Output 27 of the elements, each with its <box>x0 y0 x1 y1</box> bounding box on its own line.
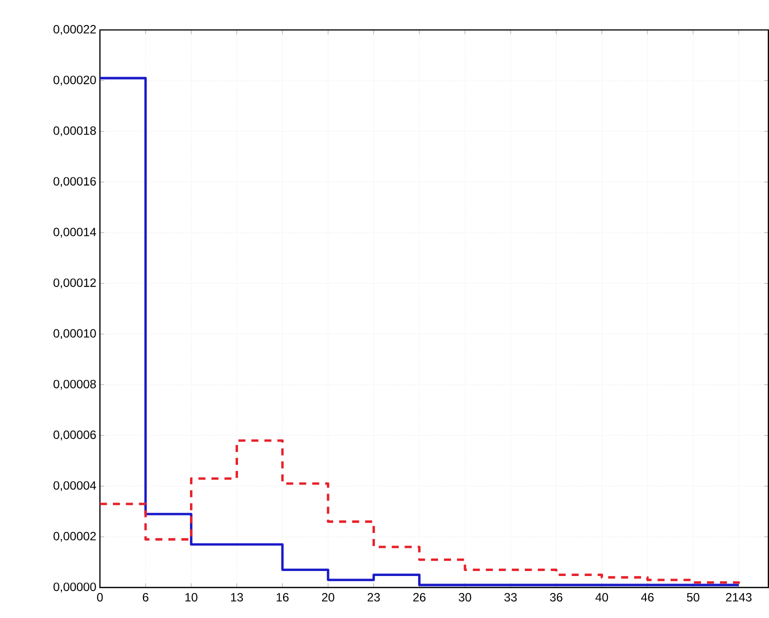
x-tick-label: 36 <box>550 593 562 602</box>
x-tick-label: 26 <box>413 593 426 602</box>
x-tick-label: 2143 <box>726 593 752 602</box>
y-tick-label: 0,00012 <box>54 278 96 289</box>
x-tick-label: 6 <box>142 593 148 602</box>
x-tick-label: 10 <box>185 593 198 602</box>
y-tick-label: 0,00002 <box>54 532 96 542</box>
x-tick-label: 16 <box>276 593 289 602</box>
y-tick-label: 0,00022 <box>54 25 96 36</box>
y-tick-label: 0,00010 <box>54 329 96 340</box>
x-tick-label: 23 <box>368 593 380 602</box>
x-tick-label: 30 <box>458 593 472 602</box>
x-tick-label: 13 <box>231 593 243 602</box>
x-tick-label: 33 <box>504 593 517 602</box>
y-tick-label: 0,00014 <box>54 228 96 238</box>
y-tick-label: 0,00004 <box>54 481 96 492</box>
y-tick-label: 0,00008 <box>54 380 96 390</box>
y-tick-label: 0,00006 <box>54 430 96 441</box>
y-tick-label: 0,00018 <box>54 126 96 137</box>
y-tick-label: 0,00016 <box>54 177 96 188</box>
y-tick-label: 0,00020 <box>54 76 96 86</box>
y-tick-label: 0,00000 <box>54 582 96 593</box>
x-tick-label: 46 <box>641 593 654 602</box>
x-tick-label: 50 <box>686 593 700 602</box>
x-tick-label: 40 <box>595 593 608 602</box>
x-tick-label: 0 <box>97 593 103 602</box>
x-tick-label: 20 <box>322 593 334 602</box>
